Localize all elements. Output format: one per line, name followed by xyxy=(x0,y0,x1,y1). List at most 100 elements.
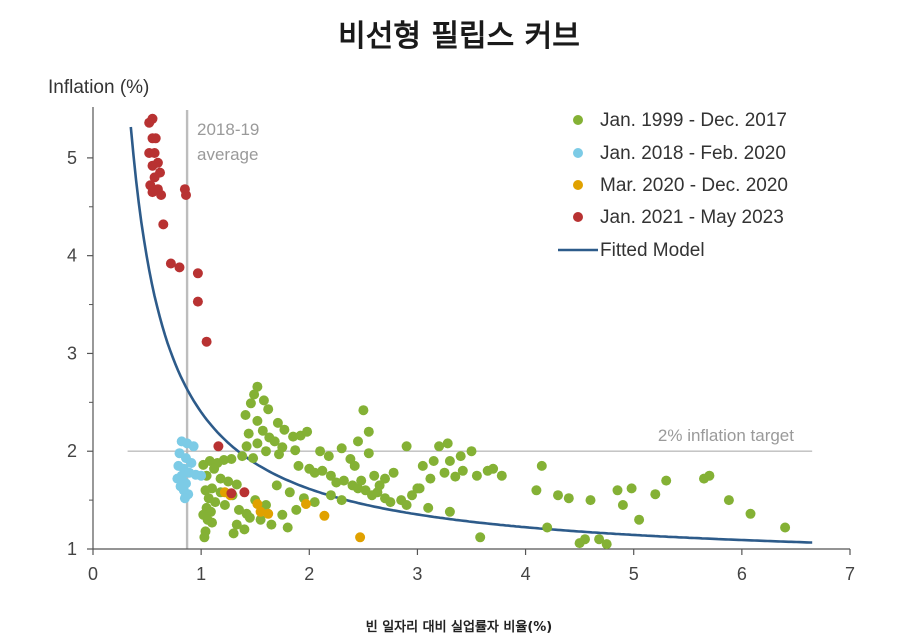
series-2 xyxy=(172,436,207,504)
data-point xyxy=(574,538,585,549)
y-tick-label: 1 xyxy=(67,539,77,559)
data-point xyxy=(355,532,366,543)
data-point xyxy=(245,398,256,409)
data-point xyxy=(471,470,482,481)
data-point xyxy=(156,190,167,200)
x-tick-label: 1 xyxy=(196,564,206,584)
data-point xyxy=(423,502,434,513)
data-point xyxy=(439,467,450,478)
data-point xyxy=(261,500,271,510)
chart-title: 비선형 필립스 커브 xyxy=(338,19,580,54)
data-point xyxy=(261,446,271,457)
data-point xyxy=(263,404,274,415)
data-point xyxy=(252,499,263,509)
data-point xyxy=(201,336,212,347)
data-point xyxy=(309,497,320,508)
data-point xyxy=(369,470,380,481)
y-tick-label: 5 xyxy=(67,148,77,168)
x-axis-label: 빈 일자리 대비 실업률자 비율(%) xyxy=(366,619,553,635)
data-point xyxy=(231,519,242,530)
data-point xyxy=(279,424,290,435)
data-point xyxy=(149,148,160,158)
data-point xyxy=(219,500,230,510)
data-point xyxy=(158,219,169,230)
data-point xyxy=(207,517,217,528)
data-point xyxy=(594,534,605,545)
data-point xyxy=(269,436,280,447)
data-point xyxy=(228,528,239,539)
data-point xyxy=(144,117,155,128)
data-point xyxy=(388,467,399,478)
x-tick-label: 0 xyxy=(88,564,98,584)
data-point xyxy=(417,460,428,471)
data-point xyxy=(209,463,220,474)
x-tick-label: 2 xyxy=(304,564,314,584)
data-point xyxy=(263,508,274,519)
data-point xyxy=(272,417,283,428)
data-point xyxy=(317,465,328,476)
data-point xyxy=(612,485,623,496)
data-point xyxy=(223,476,234,487)
x-tick-label: 5 xyxy=(629,564,639,584)
data-point xyxy=(196,470,207,481)
data-point xyxy=(315,446,326,457)
data-point xyxy=(255,506,266,517)
data-point xyxy=(380,473,390,484)
data-point xyxy=(356,475,367,486)
data-point xyxy=(626,483,637,494)
legend-label-2018-2020: Jan. 2018 - Feb. 2020 xyxy=(600,143,786,164)
data-points xyxy=(144,113,791,550)
data-point xyxy=(239,524,250,535)
data-point xyxy=(331,477,342,488)
data-point xyxy=(258,395,269,406)
data-point xyxy=(147,187,158,198)
data-point xyxy=(553,490,563,501)
data-point xyxy=(336,495,347,506)
legend-marker-blue xyxy=(573,148,583,158)
data-point xyxy=(237,451,248,462)
data-point xyxy=(147,160,158,171)
data-point xyxy=(240,410,251,420)
legend-marker-red xyxy=(573,212,583,222)
data-point xyxy=(302,426,313,437)
data-point xyxy=(249,389,260,400)
data-point xyxy=(401,441,412,452)
data-point xyxy=(205,506,216,517)
data-point xyxy=(288,431,299,442)
data-point xyxy=(407,490,417,501)
data-point xyxy=(188,441,199,452)
data-point xyxy=(248,453,259,464)
data-point xyxy=(374,480,385,491)
data-point xyxy=(745,508,756,519)
legend-label-1999-2017: Jan. 1999 - Dec. 2017 xyxy=(600,110,787,131)
data-point xyxy=(301,499,311,509)
legend: Jan. 1999 - Dec. 2017 Jan. 2018 - Feb. 2… xyxy=(558,110,788,261)
data-point xyxy=(290,445,301,456)
data-point xyxy=(266,519,277,530)
x-tick-label: 7 xyxy=(845,564,855,584)
y-axis-label: Inflation (%) xyxy=(48,77,149,98)
data-point xyxy=(444,456,455,466)
data-point xyxy=(617,500,628,510)
legend-label-2020: Mar. 2020 - Dec. 2020 xyxy=(600,175,788,196)
data-point xyxy=(450,471,461,482)
data-point xyxy=(488,463,499,474)
data-point xyxy=(200,485,211,496)
data-point xyxy=(198,459,209,470)
data-point xyxy=(241,441,252,452)
data-point xyxy=(323,451,334,462)
data-point xyxy=(309,467,320,478)
data-point xyxy=(542,522,553,533)
x-tick-label: 3 xyxy=(412,564,422,584)
data-point xyxy=(181,190,191,200)
data-point xyxy=(634,514,645,525)
average-annotation-line1: 2018-19 xyxy=(197,120,259,139)
data-point xyxy=(257,425,268,436)
data-point xyxy=(536,460,547,471)
data-point xyxy=(282,522,293,533)
data-point xyxy=(353,483,363,494)
data-point xyxy=(661,475,672,486)
data-point xyxy=(455,451,466,462)
data-point xyxy=(349,460,360,471)
data-point xyxy=(291,504,302,515)
